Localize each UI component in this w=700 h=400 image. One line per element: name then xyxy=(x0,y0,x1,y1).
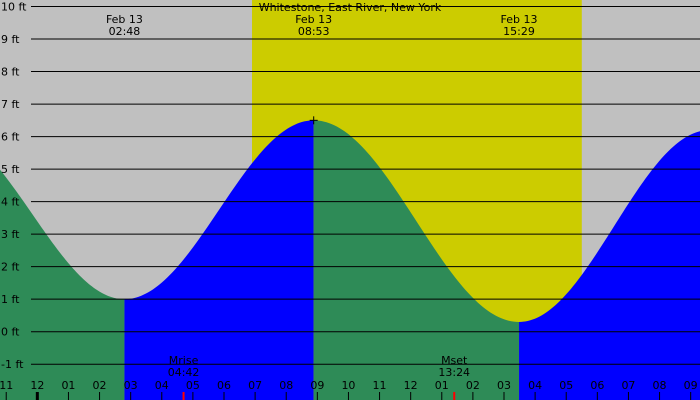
hour-tick-label: 03 xyxy=(497,379,511,392)
extreme-date-label: Feb 13 xyxy=(106,13,143,26)
extreme-date-label: Feb 13 xyxy=(501,13,538,26)
rising-tide-area xyxy=(124,120,314,400)
hour-tick-label: 12 xyxy=(30,379,44,392)
y-tick-label: -1 ft xyxy=(1,358,24,371)
hour-tick-label: 07 xyxy=(621,379,635,392)
rising-tide-area xyxy=(519,131,700,400)
moon-event-time: 13:24 xyxy=(438,366,470,379)
y-tick-label: 4 ft xyxy=(1,196,20,209)
y-tick-label: 2 ft xyxy=(1,261,20,274)
hour-tick-label: 02 xyxy=(466,379,480,392)
chart-title: Whitestone, East River, New York xyxy=(259,1,442,14)
hour-tick-label: 01 xyxy=(435,379,449,392)
hour-tick-label: 07 xyxy=(248,379,262,392)
hour-tick-label: 01 xyxy=(61,379,75,392)
moon-event-name: Mset xyxy=(441,354,468,367)
hour-tick-label: 12 xyxy=(404,379,418,392)
hour-tick-label: 11 xyxy=(373,379,387,392)
y-tick-label: 6 ft xyxy=(1,131,20,144)
moon-event-name: Mrise xyxy=(169,354,199,367)
tide-area-group xyxy=(0,120,700,400)
y-tick-label: 8 ft xyxy=(1,66,20,79)
y-tick-label: 9 ft xyxy=(1,33,20,46)
hour-tick-label: 05 xyxy=(559,379,573,392)
y-tick-label: 3 ft xyxy=(1,228,20,241)
hour-tick-label: 04 xyxy=(528,379,542,392)
grid-lines xyxy=(31,6,700,365)
x-axis-ticks: 11 12 01 02 03 04 05 06 07 08 09 10 11 12 01 02 03 04 05 06… xyxy=(0,379,698,400)
falling-tide-area xyxy=(313,120,520,400)
y-tick-label: 7 ft xyxy=(1,98,20,111)
y-tick-label: 5 ft xyxy=(1,163,20,176)
y-tick-label: 10 ft xyxy=(1,1,27,14)
hour-tick-label: 11 xyxy=(0,379,13,392)
hour-tick-label: 10 xyxy=(341,379,355,392)
hour-tick-label: 09 xyxy=(684,379,698,392)
y-tick-label: 0 ft xyxy=(1,326,20,339)
hour-tick-label: 08 xyxy=(653,379,667,392)
hour-tick-label: 02 xyxy=(93,379,107,392)
hour-tick-label: 05 xyxy=(186,379,200,392)
hour-tick-label: 09 xyxy=(310,379,324,392)
y-tick-label: 1 ft xyxy=(1,293,20,306)
hour-tick-label: 04 xyxy=(155,379,169,392)
extreme-date-label: Feb 13 xyxy=(295,13,332,26)
extreme-time-label: 02:48 xyxy=(109,25,141,38)
hour-tick-label: 06 xyxy=(217,379,231,392)
moon-event-time: 04:42 xyxy=(168,366,200,379)
falling-tide-area xyxy=(0,169,125,400)
hour-tick-label: 08 xyxy=(279,379,293,392)
extreme-time-label: 08:53 xyxy=(298,25,330,38)
y-axis-labels: 10 ft 9 ft 8 ft 7 ft 6 ft 5 ft 4 ft 3 ft 2 ft 1 f… xyxy=(1,1,27,372)
hour-tick-label: 03 xyxy=(124,379,138,392)
hour-tick-label: 06 xyxy=(590,379,604,392)
extreme-time-label: 15:29 xyxy=(503,25,535,38)
